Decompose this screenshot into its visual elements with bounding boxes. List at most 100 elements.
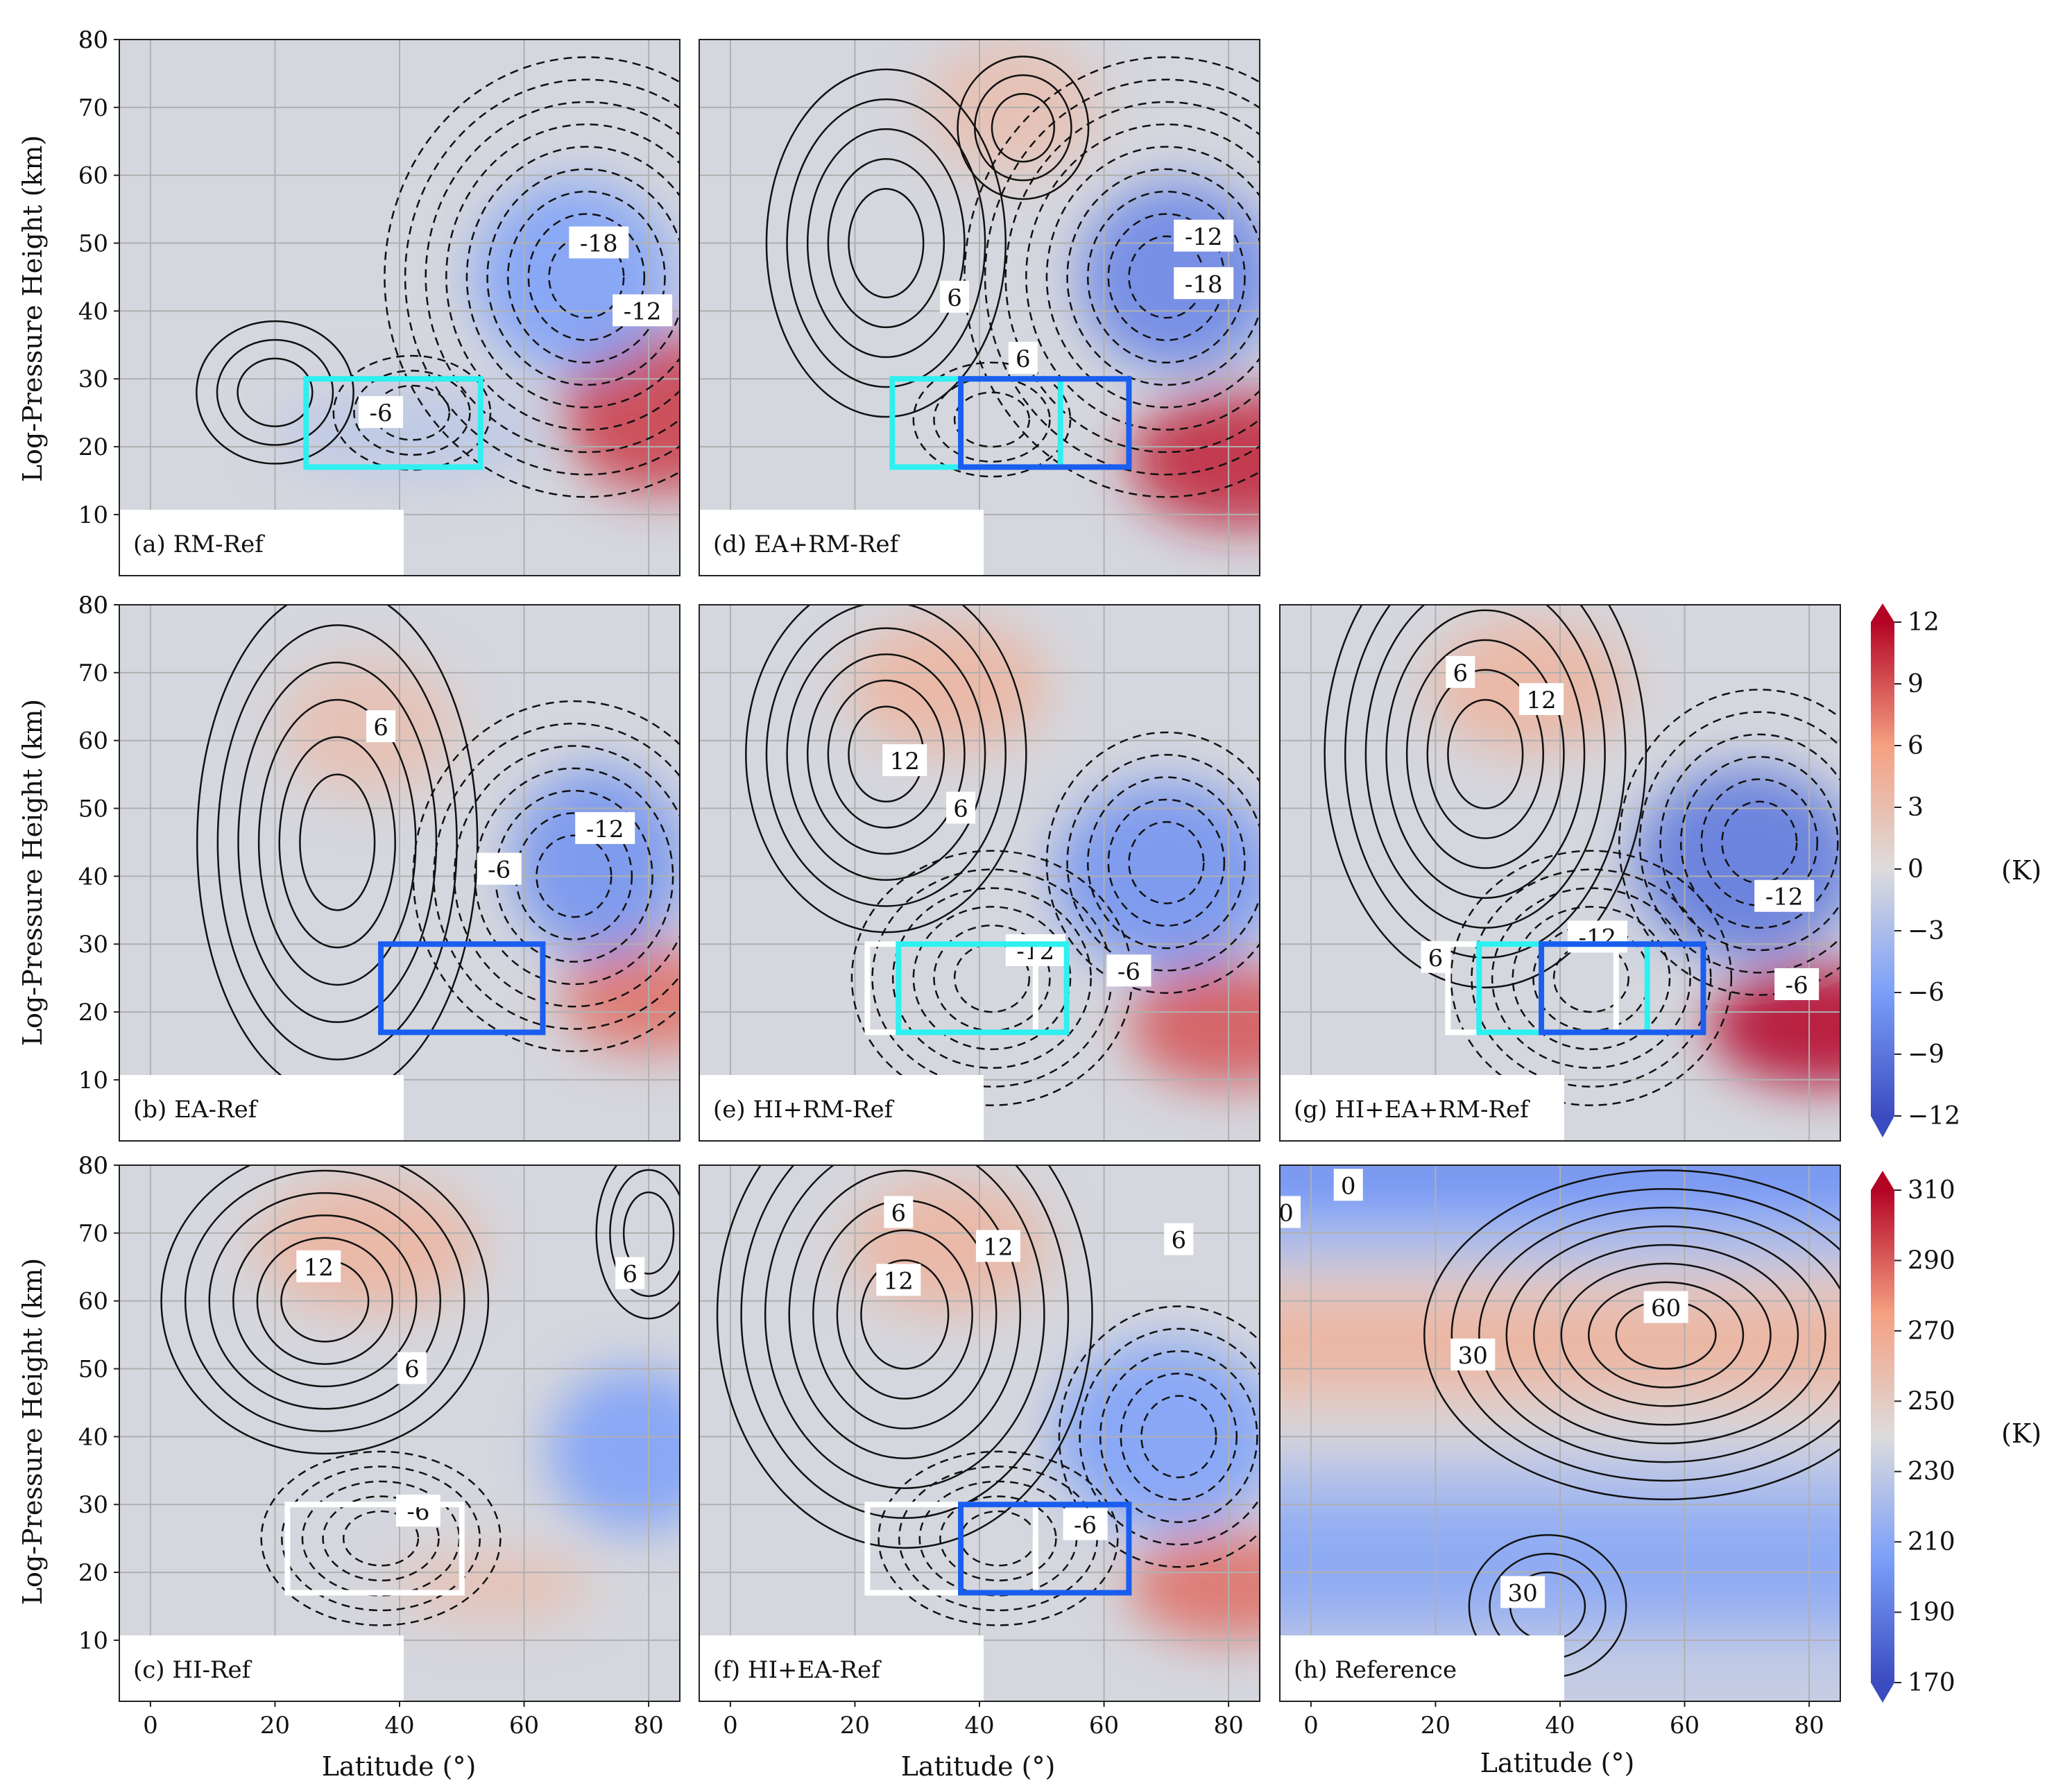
anomaly-blob xyxy=(1709,964,1840,1087)
contour-label: -12 xyxy=(1754,879,1815,912)
panel-label: (c) HI-Ref xyxy=(133,1656,252,1684)
anomaly-blob xyxy=(1129,1531,1260,1640)
contour-label-text: 6 xyxy=(953,796,968,823)
x-tick-label: 80 xyxy=(1213,1712,1243,1739)
contour-label-bg xyxy=(1174,219,1234,252)
contour-label-text: 12 xyxy=(890,748,920,775)
contour-label: 12 xyxy=(1519,682,1564,715)
contour-label-bg xyxy=(1174,267,1234,300)
region-box xyxy=(284,1502,465,1596)
panel-frame xyxy=(119,604,680,1142)
y-tick-label: 50 xyxy=(78,230,108,258)
colorbar-absolute-unit: (K) xyxy=(2001,1418,2041,1449)
contour-line xyxy=(1533,1244,1799,1426)
contour-label-text: -18 xyxy=(1185,270,1223,298)
grid xyxy=(119,605,680,1141)
y-tick-label: 80 xyxy=(78,26,108,54)
contour-line xyxy=(974,74,1072,182)
contour-line xyxy=(1618,689,1840,996)
contour-label-bg xyxy=(884,1196,914,1228)
contour-line xyxy=(1107,798,1226,927)
contour-label-bg xyxy=(1774,968,1820,1000)
contour-line xyxy=(536,834,613,918)
x-tick-label: 0 xyxy=(143,1712,158,1739)
contour-line xyxy=(1128,820,1205,904)
contour-line xyxy=(184,1169,465,1432)
contour-line xyxy=(404,78,680,476)
contour-label-text: -6 xyxy=(1074,1512,1097,1540)
fill-field xyxy=(256,1178,680,1620)
contour-line xyxy=(1066,754,1260,972)
contour-line xyxy=(353,370,471,456)
contour-line xyxy=(237,661,438,1024)
contour-label: 30 xyxy=(1500,1576,1546,1608)
panel-label: (e) HI+RM-Ref xyxy=(713,1096,895,1124)
colorbar-anomaly-min-arrow xyxy=(1871,1116,1894,1137)
contour-line xyxy=(1700,778,1819,906)
y-tick-label: 80 xyxy=(78,1152,108,1180)
x-tick-label: 20 xyxy=(1421,1712,1450,1739)
contour-label-text: 12 xyxy=(983,1233,1013,1261)
anomaly-blob xyxy=(561,331,680,495)
contour-line xyxy=(991,93,1055,163)
contour-label: 12 xyxy=(882,744,927,777)
contour-label-text: -12 xyxy=(1185,223,1223,251)
panel-plot-area: 12 6 6 -6 xyxy=(119,1165,680,1701)
contour-label-text: 0 xyxy=(1278,1199,1294,1227)
y-tick-label: 80 xyxy=(78,592,108,619)
contour-line xyxy=(299,773,376,911)
contour-label: 6 xyxy=(940,280,970,313)
colorbar-absolute-tick-label: 170 xyxy=(1908,1669,1955,1697)
contour-line xyxy=(260,1450,502,1626)
x-tick-label: 40 xyxy=(1545,1712,1575,1739)
contour-label-text: 30 xyxy=(1508,1579,1538,1607)
y-tick-label: 60 xyxy=(78,728,108,755)
colorbar-anomaly-tick-label: 3 xyxy=(1908,793,1924,822)
contour-label-bg xyxy=(1008,341,1038,374)
contour-line xyxy=(912,906,1072,1051)
contour-label: 12 xyxy=(876,1264,921,1296)
contour-line xyxy=(1450,1188,1840,1482)
contour-label-text: -12 xyxy=(624,298,662,325)
contour-label: 6 xyxy=(1008,341,1038,374)
x-tick-label: 60 xyxy=(1670,1712,1699,1739)
anomaly-blob xyxy=(1634,767,1840,958)
contour-label-text: 30 xyxy=(1458,1342,1488,1370)
contour-line xyxy=(984,78,1260,476)
contour-label-bg xyxy=(1280,1196,1301,1228)
y-tick-label: 80 xyxy=(78,1152,108,1180)
contour-label: -6 xyxy=(395,1495,440,1527)
contours xyxy=(160,1165,680,1626)
contour-line xyxy=(160,1165,490,1455)
contour-line xyxy=(1364,605,1606,929)
contour-label-text: 6 xyxy=(404,1356,420,1384)
anomaly-blob xyxy=(1129,392,1260,528)
y-tick-label: 60 xyxy=(78,162,108,190)
contour-label-text: 0 xyxy=(1341,1172,1356,1200)
contour-label: -6 xyxy=(1063,1508,1108,1540)
panel-label-bg xyxy=(119,1635,404,1701)
x-tick-label: 80 xyxy=(1794,1712,1824,1739)
x-tick-label: 60 xyxy=(509,1712,539,1739)
panel-plot-area: 126-12-6 xyxy=(699,605,1260,1141)
contour-line xyxy=(1045,146,1260,409)
y-tick-label: 40 xyxy=(78,298,108,325)
contour-line xyxy=(891,887,1092,1069)
panel-label-bg xyxy=(1280,1075,1564,1141)
contour-line xyxy=(1478,1206,1840,1463)
contour-line xyxy=(860,1259,950,1370)
contour-label-text: 12 xyxy=(304,1254,334,1282)
contour-label-text: 6 xyxy=(1171,1227,1186,1255)
contour-line xyxy=(256,1237,393,1365)
contour-label: 12 xyxy=(975,1230,1020,1262)
panel-label-bg xyxy=(699,1075,984,1141)
panel-6: 6 12 12 6 -6 (f) HI+EA-Ref 0 20 40 60 80 xyxy=(699,1164,1260,1739)
contour-label: 6 xyxy=(615,1257,645,1289)
x-tick-label: 0 xyxy=(723,1712,738,1739)
colorbar-absolute-tick-label: 250 xyxy=(1908,1387,1955,1416)
colorbar-absolute-min-arrow xyxy=(1871,1683,1894,1703)
contour-label-text: -18 xyxy=(580,230,618,258)
y-tick-label: 50 xyxy=(78,1356,108,1384)
panel-plot-area: 6 12 -12 6 -12 -6 xyxy=(1280,605,1840,1141)
contours xyxy=(745,605,1260,1106)
